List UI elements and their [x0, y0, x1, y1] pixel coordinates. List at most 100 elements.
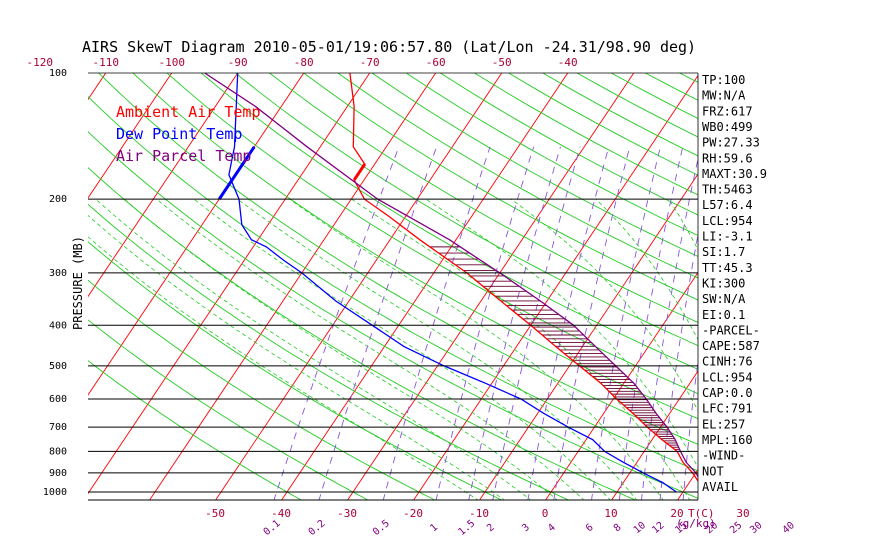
stat-value: MW:N/A: [702, 89, 746, 103]
mixing-ratio-tick-label: 3: [520, 522, 532, 534]
temp-unit-label: T(C): [688, 507, 715, 520]
isotherm-line: [479, 173, 698, 500]
bottom-temp-tick-label: 10: [604, 507, 617, 520]
stat-value: FRZ:617: [702, 104, 753, 118]
stat-value: -WIND-: [702, 449, 745, 463]
moist-adiabat-line: [88, 236, 479, 500]
mixing-ratio-line: [492, 146, 581, 500]
mixing-ratio-tick-label: 1: [428, 522, 440, 534]
isotherm-line: [545, 271, 698, 500]
isotherm-line: [88, 73, 239, 298]
isotherm-line: [281, 73, 569, 500]
mixing-ratio-line: [527, 146, 610, 500]
stat-value: CINH:76: [702, 355, 753, 369]
isotherm-line: [149, 73, 437, 500]
isotherm-line: [88, 73, 305, 396]
mixing-ratio-line: [435, 146, 535, 500]
stat-value: L57:6.4: [702, 198, 753, 212]
stat-value: LCL:954: [702, 214, 753, 228]
top-temp-tick-label: -100: [158, 56, 185, 69]
moist-adiabat-line: [193, 198, 611, 500]
stat-value: TT:45.3: [702, 261, 753, 275]
stat-value: MPL:160: [702, 433, 753, 447]
dry-adiabat-line: [166, 73, 698, 395]
dry-adiabat-line: [405, 73, 698, 236]
moist-adiabat-line: [88, 214, 505, 500]
moist-adiabat-line: [95, 198, 532, 500]
dry-adiabat-line: [88, 131, 698, 499]
pressure-tick-label: 400: [49, 320, 67, 331]
mixing-ratio-tick-label: 6: [584, 522, 596, 534]
isotherm-line: [810, 73, 870, 500]
legend-entry: Dew Point Temp: [116, 125, 242, 143]
stat-value: MAXT:30.9: [702, 167, 767, 181]
stat-value: AVAIL: [702, 480, 738, 494]
dry-adiabat-line: [508, 73, 698, 176]
dry-adiabat-line: [782, 73, 870, 501]
moist-adiabat-line: [351, 198, 691, 500]
isotherm-line: [88, 73, 107, 101]
stat-value: EI:0.1: [702, 308, 745, 322]
mixing-ratio-tick-label: 40: [781, 520, 797, 536]
isotherm-line: [88, 73, 371, 495]
top-temp-tick-label: -40: [558, 56, 578, 69]
pressure-tick-label: 300: [49, 268, 67, 279]
mixing-ratio-tick-label: 4: [546, 522, 558, 534]
stat-value: SW:N/A: [702, 292, 746, 306]
bottom-temp-tick-label: 20: [670, 507, 683, 520]
temp-inversion-segment: [352, 163, 367, 181]
dry-adiabat-line: [337, 73, 698, 279]
mixing-ratio-tick-label: 0.1: [262, 518, 283, 538]
top-temp-tick-label: -90: [228, 56, 248, 69]
dewpoint-dry-segment: [217, 145, 256, 200]
bottom-temp-tick-label: -50: [205, 507, 225, 520]
mixing-ratio-line: [790, 147, 819, 501]
series-line: [349, 73, 698, 483]
stat-value: TP:100: [702, 73, 745, 87]
mixing-ratio-tick-label: 1.5: [456, 518, 477, 538]
bottom-temp-tick-label: -10: [469, 507, 489, 520]
y-axis-label: PRESSURE (MB): [71, 236, 85, 330]
dry-adiabat-line: [303, 73, 698, 301]
mixing-ratio-tick-label: 25: [728, 520, 744, 536]
pressure-tick-label: 200: [49, 194, 67, 205]
bottom-temp-tick-label: 30: [736, 507, 749, 520]
moist-adiabat-line: [156, 198, 585, 500]
dry-adiabat-line: [88, 319, 369, 500]
pressure-tick-label: 1000: [43, 487, 67, 498]
mixing-ratio-tick-label: 0.2: [307, 518, 328, 538]
isotherm-line: [611, 370, 698, 500]
series-line: [204, 73, 698, 478]
dry-adiabat-line: [440, 73, 698, 216]
moist-adiabat-line: [510, 198, 698, 412]
bottom-temp-tick-label: -20: [403, 507, 423, 520]
moist-adiabat-line: [123, 198, 558, 500]
stat-value: CAPE:587: [702, 339, 760, 353]
stat-value: -PARCEL-: [702, 323, 760, 337]
mixing-ratio-line: [553, 146, 631, 500]
legend-entry: Air Parcel Temp: [116, 147, 251, 165]
moist-adiabat-line: [237, 198, 638, 500]
series-line: [228, 73, 677, 493]
pressure-tick-label: 900: [49, 468, 67, 479]
stat-value: KI:300: [702, 276, 745, 290]
top-temp-tick-label: -110: [92, 56, 119, 69]
dry-adiabat-line: [269, 73, 698, 323]
pressure-tick-label: 800: [49, 446, 67, 457]
moist-adiabat-line: [595, 198, 698, 341]
isotherm-line: [215, 73, 503, 500]
dry-adiabat-line: [98, 73, 698, 445]
dry-adiabat-line: [88, 95, 698, 472]
isotherm-line: [0, 73, 40, 500]
mixing-ratio-tick-label: 12: [650, 520, 666, 536]
moist-adiabat-line: [289, 198, 664, 500]
pressure-tick-label: 500: [49, 361, 67, 372]
legend-entry: Ambient Air Temp: [116, 103, 261, 121]
pressure-tick-label: 100: [49, 68, 67, 79]
top-temp-tick-label: -120: [26, 56, 53, 69]
top-temp-tick-label: -50: [492, 56, 512, 69]
stat-value: EL:257: [702, 417, 745, 431]
mixing-ratio-tick-label: 2: [485, 522, 497, 534]
pressure-tick-label: 600: [49, 394, 67, 405]
